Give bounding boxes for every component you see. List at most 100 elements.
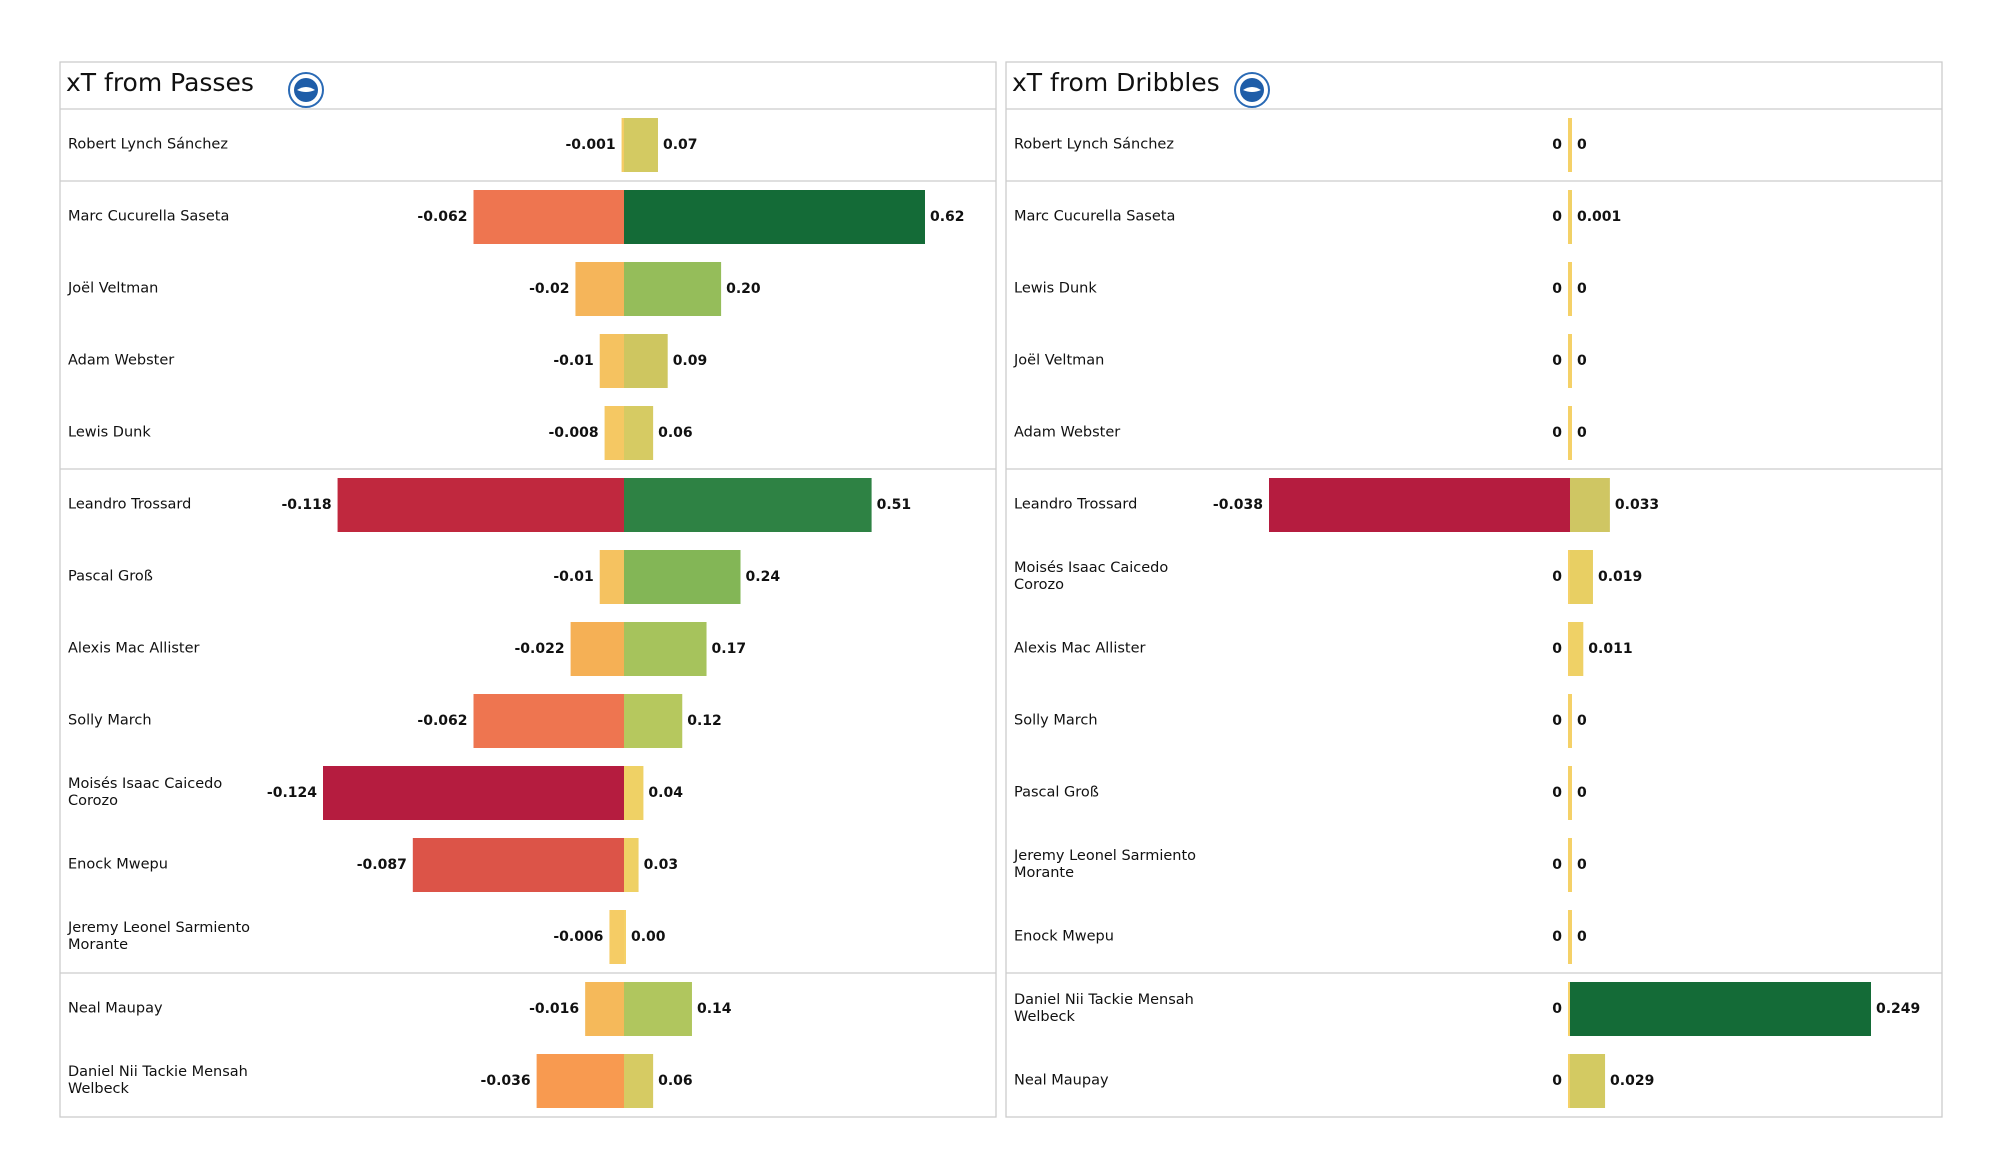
player-name: Adam Webster bbox=[68, 352, 175, 369]
positive-label: 0.04 bbox=[648, 785, 683, 801]
negative-bar bbox=[1568, 1054, 1570, 1108]
negative-bar bbox=[536, 1054, 624, 1108]
player-name: Robert Lynch Sánchez bbox=[68, 136, 228, 153]
positive-label: 0.011 bbox=[1588, 641, 1632, 657]
player-name: Neal Maupay bbox=[1014, 1072, 1109, 1089]
positive-bar bbox=[1570, 694, 1572, 748]
positive-label: 0 bbox=[1577, 353, 1587, 369]
player-name: Moisés Isaac Caicedo Corozo bbox=[68, 776, 223, 809]
negative-label: 0 bbox=[1552, 281, 1562, 297]
positive-label: 0.20 bbox=[726, 281, 761, 297]
player-name: Marc Cucurella Saseta bbox=[1014, 208, 1176, 225]
player-name: Pascal Groß bbox=[68, 568, 153, 585]
positive-label: 0 bbox=[1577, 713, 1587, 729]
player-name: Daniel Nii Tackie Mensah Welbeck bbox=[68, 1064, 248, 1097]
negative-label: 0 bbox=[1552, 1001, 1562, 1017]
panel-title: xT from Dribbles bbox=[1012, 68, 1220, 97]
player-name: Jeremy Leonel Sarmiento Morante bbox=[1014, 848, 1197, 881]
player-name: Jeremy Leonel Sarmiento Morante bbox=[68, 920, 251, 953]
negative-label: -0.062 bbox=[417, 713, 467, 729]
negative-bar bbox=[609, 910, 624, 964]
positive-bar bbox=[624, 190, 925, 244]
positive-label: 0 bbox=[1577, 857, 1587, 873]
positive-bar bbox=[624, 982, 692, 1036]
negative-label: -0.118 bbox=[281, 497, 331, 513]
negative-bar bbox=[1568, 838, 1570, 892]
player-name: Moisés Isaac Caicedo Corozo bbox=[1014, 560, 1169, 593]
negative-bar bbox=[621, 118, 624, 172]
negative-label: -0.02 bbox=[529, 281, 569, 297]
negative-bar bbox=[585, 982, 624, 1036]
positive-bar bbox=[1570, 838, 1572, 892]
positive-label: 0 bbox=[1577, 929, 1587, 945]
negative-bar bbox=[1568, 118, 1570, 172]
positive-bar bbox=[624, 766, 644, 820]
player-name: Leandro Trossard bbox=[1014, 496, 1138, 513]
player-name: Joël Veltman bbox=[1014, 352, 1105, 369]
player-name: Lewis Dunk bbox=[68, 424, 151, 441]
negative-bar bbox=[337, 478, 624, 532]
negative-bar bbox=[604, 406, 624, 460]
positive-label: 0.00 bbox=[631, 929, 666, 945]
positive-bar bbox=[1570, 1054, 1606, 1108]
positive-bar bbox=[624, 262, 722, 316]
positive-label: 0.001 bbox=[1577, 209, 1621, 225]
positive-label: 0.62 bbox=[930, 209, 965, 225]
positive-bar bbox=[624, 1054, 654, 1108]
positive-label: 0.14 bbox=[697, 1001, 732, 1017]
player-name: Enock Mwepu bbox=[1014, 928, 1114, 945]
positive-label: 0 bbox=[1577, 281, 1587, 297]
negative-label: -0.008 bbox=[548, 425, 598, 441]
negative-label: -0.001 bbox=[565, 137, 615, 153]
player-name: Enock Mwepu bbox=[68, 856, 168, 873]
positive-bar bbox=[624, 622, 707, 676]
negative-label: -0.01 bbox=[553, 569, 593, 585]
negative-label: 0 bbox=[1552, 929, 1562, 945]
negative-bar bbox=[1568, 910, 1570, 964]
positive-label: 0.09 bbox=[673, 353, 708, 369]
player-name: Joël Veltman bbox=[68, 280, 159, 297]
positive-label: 0.51 bbox=[877, 497, 912, 513]
positive-label: 0.24 bbox=[746, 569, 781, 585]
positive-label: 0.12 bbox=[687, 713, 722, 729]
negative-bar bbox=[412, 838, 624, 892]
positive-bar bbox=[1570, 478, 1610, 532]
negative-bar bbox=[1568, 190, 1570, 244]
positive-bar bbox=[624, 478, 872, 532]
positive-label: 0.07 bbox=[663, 137, 698, 153]
negative-label: -0.006 bbox=[553, 929, 603, 945]
negative-label: -0.038 bbox=[1213, 497, 1263, 513]
negative-bar bbox=[599, 550, 624, 604]
positive-label: 0.17 bbox=[712, 641, 747, 657]
negative-label: 0 bbox=[1552, 857, 1562, 873]
negative-label: 0 bbox=[1552, 641, 1562, 657]
negative-label: -0.01 bbox=[553, 353, 593, 369]
negative-label: -0.062 bbox=[417, 209, 467, 225]
negative-label: 0 bbox=[1552, 1073, 1562, 1089]
positive-bar bbox=[1570, 190, 1572, 244]
negative-bar bbox=[575, 262, 624, 316]
positive-bar bbox=[624, 838, 639, 892]
player-name: Marc Cucurella Saseta bbox=[68, 208, 230, 225]
negative-bar bbox=[1568, 550, 1570, 604]
positive-bar bbox=[624, 334, 668, 388]
club-logo-bird bbox=[1243, 87, 1261, 92]
positive-label: 0.033 bbox=[1615, 497, 1659, 513]
player-name: Leandro Trossard bbox=[68, 496, 192, 513]
player-name: Lewis Dunk bbox=[1014, 280, 1097, 297]
positive-bar bbox=[1570, 910, 1572, 964]
player-name: Solly March bbox=[1014, 712, 1098, 729]
positive-bar bbox=[1570, 118, 1572, 172]
negative-label: 0 bbox=[1552, 137, 1562, 153]
positive-label: 0 bbox=[1577, 425, 1587, 441]
positive-label: 0.06 bbox=[658, 425, 693, 441]
positive-bar bbox=[1570, 406, 1572, 460]
negative-bar bbox=[473, 694, 624, 748]
positive-bar bbox=[1570, 982, 1871, 1036]
player-name: Pascal Groß bbox=[1014, 784, 1099, 801]
positive-label: 0.06 bbox=[658, 1073, 693, 1089]
player-name: Solly March bbox=[68, 712, 152, 729]
negative-bar bbox=[1568, 694, 1570, 748]
positive-label: 0.019 bbox=[1598, 569, 1642, 585]
